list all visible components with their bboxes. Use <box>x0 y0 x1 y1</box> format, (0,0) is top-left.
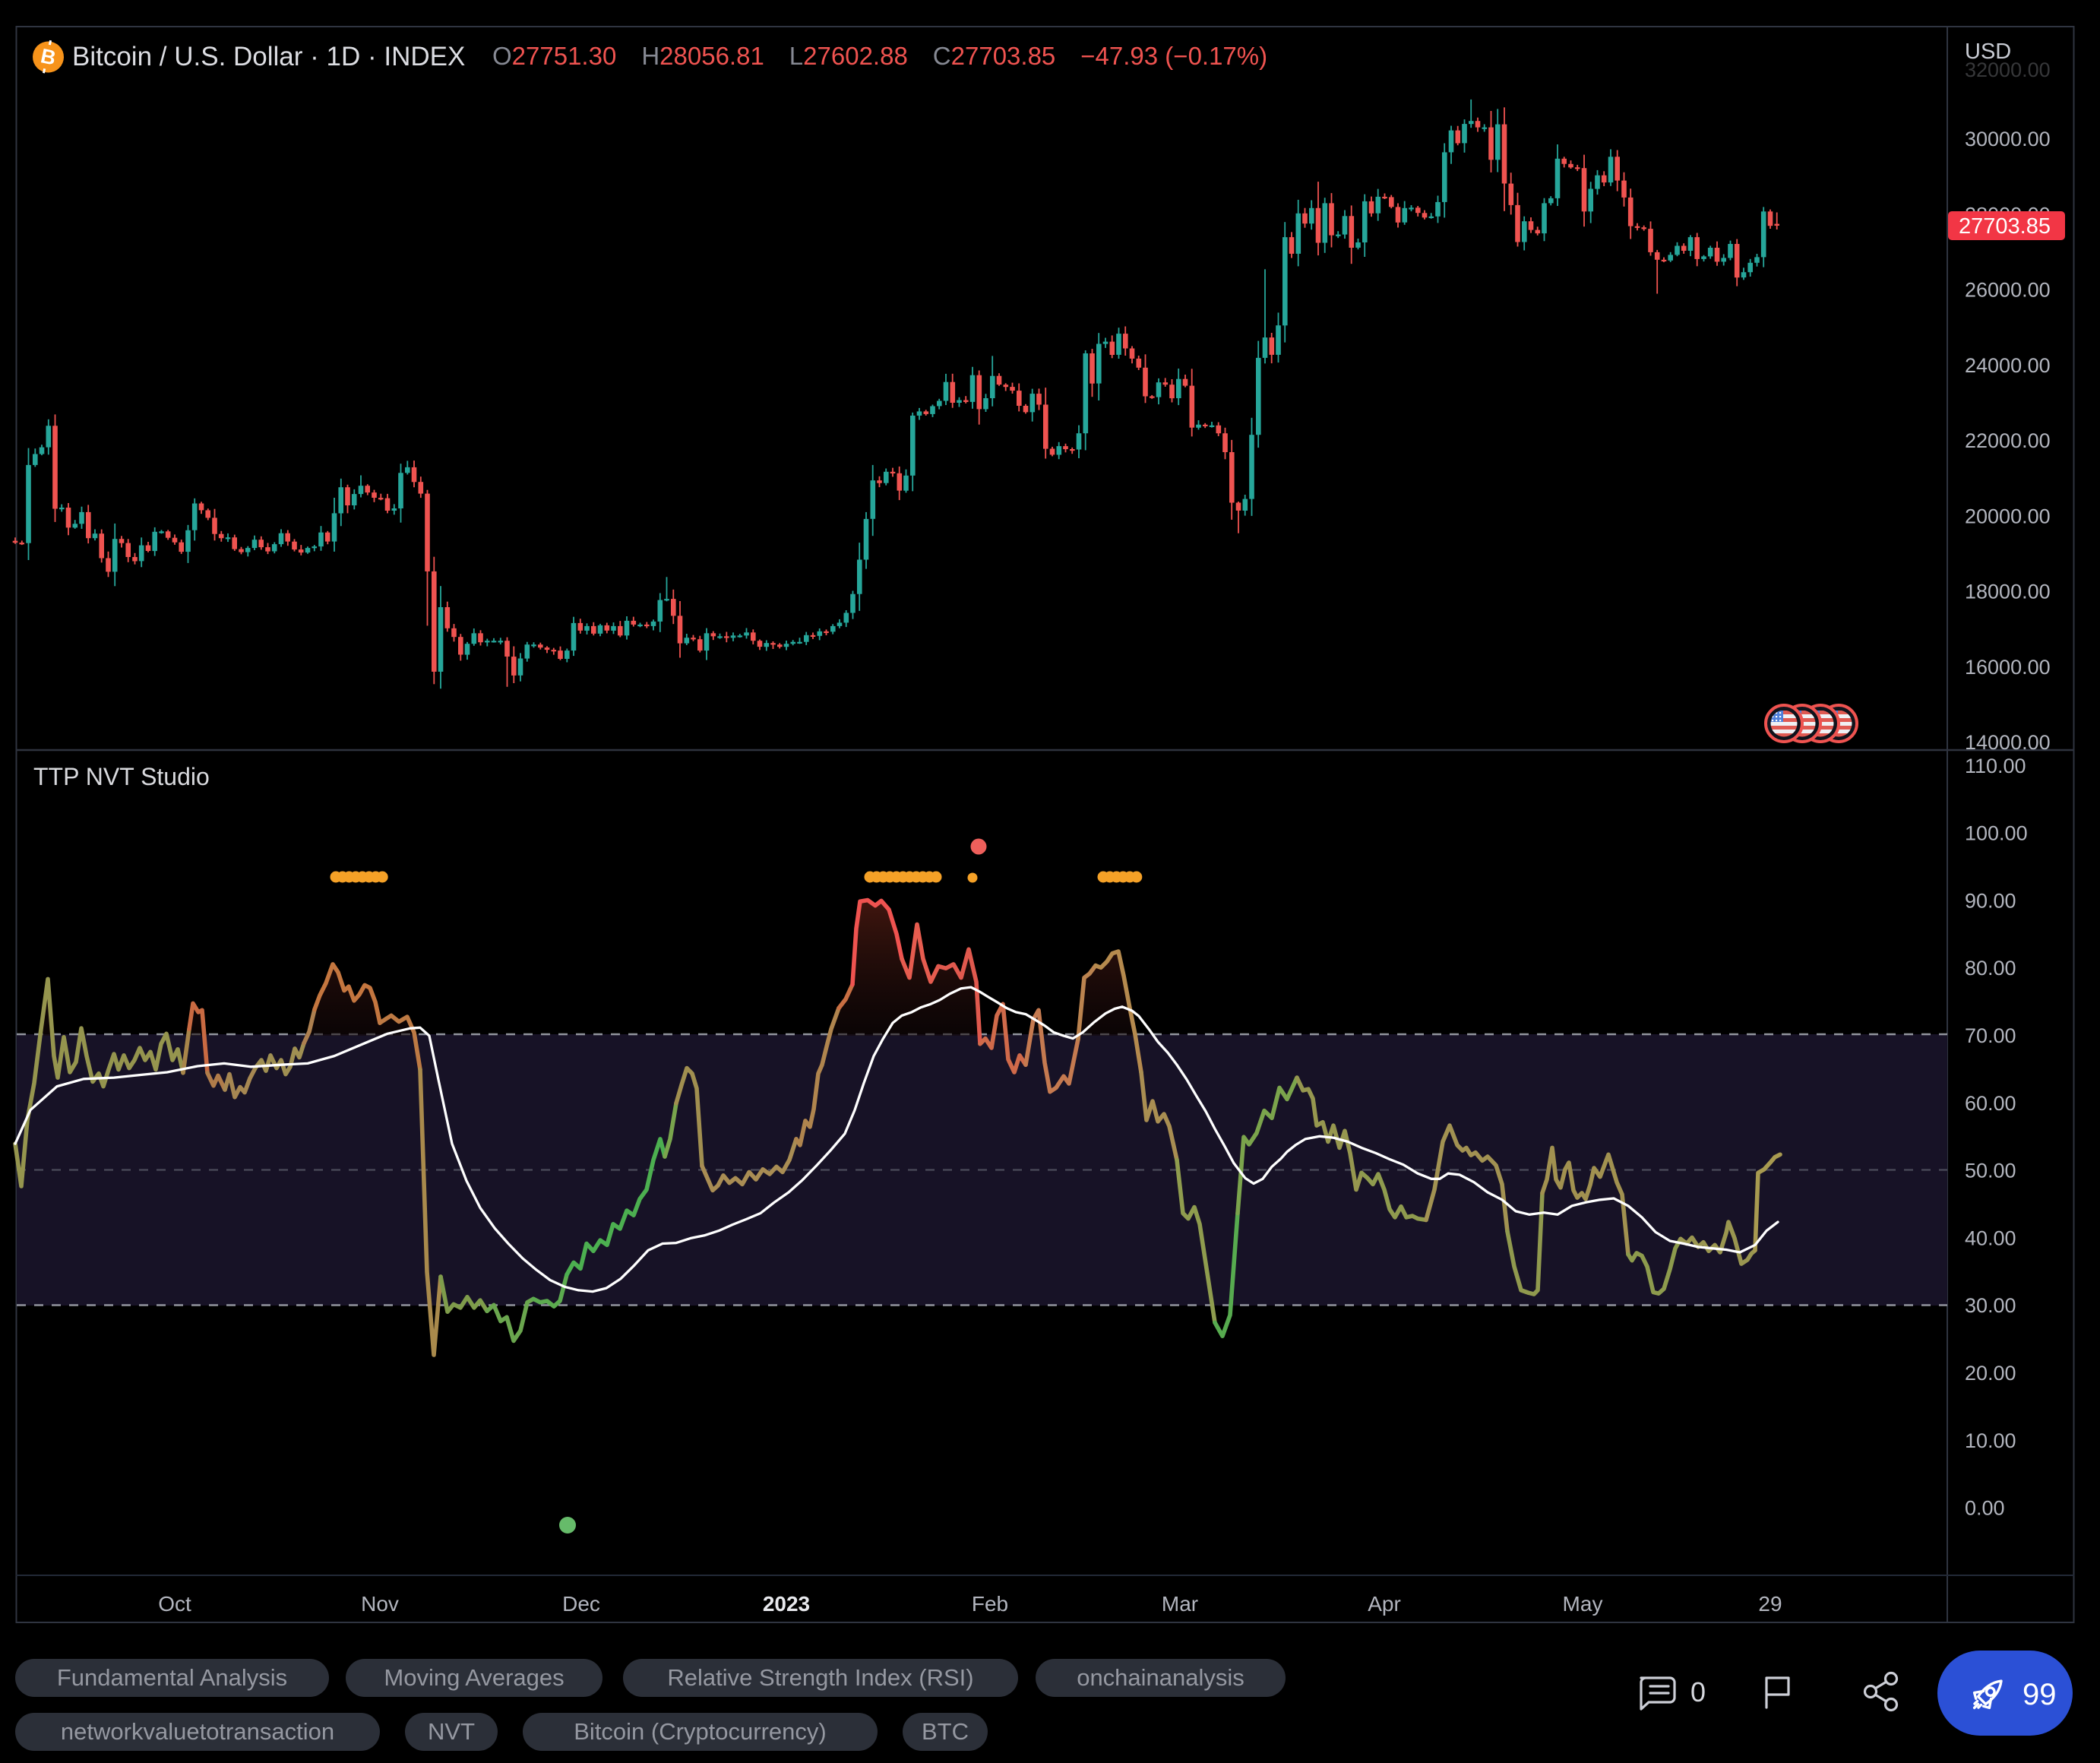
svg-text:20.00: 20.00 <box>1965 1362 2016 1385</box>
svg-text:Moving Averages: Moving Averages <box>384 1664 564 1691</box>
svg-text:Relative Strength Index (RSI): Relative Strength Index (RSI) <box>667 1664 973 1691</box>
svg-text:99: 99 <box>2023 1678 2057 1711</box>
svg-text:80.00: 80.00 <box>1965 957 2016 980</box>
svg-text:TTP NVT Studio: TTP NVT Studio <box>33 763 210 790</box>
svg-text:0: 0 <box>1690 1676 1706 1708</box>
svg-text:O27751.30 H28056.81 L27602.88: O27751.30 H28056.81 L27602.88 C27703.85 … <box>492 42 1267 70</box>
svg-text:40.00: 40.00 <box>1965 1227 2016 1249</box>
svg-text:50.00: 50.00 <box>1965 1160 2016 1182</box>
svg-text:0.00: 0.00 <box>1965 1497 2005 1520</box>
svg-text:Fundamental Analysis: Fundamental Analysis <box>57 1664 287 1691</box>
svg-text:onchainanalysis: onchainanalysis <box>1077 1664 1245 1691</box>
svg-text:29: 29 <box>1758 1592 1782 1616</box>
svg-text:Nov: Nov <box>361 1592 399 1616</box>
svg-text:Apr: Apr <box>1368 1592 1401 1616</box>
svg-text:Bitcoin / U.S. Dollar · 1D · I: Bitcoin / U.S. Dollar · 1D · INDEX <box>72 42 465 71</box>
svg-text:Bitcoin (Cryptocurrency): Bitcoin (Cryptocurrency) <box>574 1718 826 1745</box>
svg-text:90.00: 90.00 <box>1965 889 2016 912</box>
svg-text:20000.00: 20000.00 <box>1965 505 2051 527</box>
svg-text:Oct: Oct <box>158 1592 191 1616</box>
svg-text:24000.00: 24000.00 <box>1965 354 2051 377</box>
svg-text:Feb: Feb <box>972 1592 1008 1616</box>
svg-text:10.00: 10.00 <box>1965 1429 2016 1452</box>
svg-text:14000.00: 14000.00 <box>1965 731 2051 754</box>
svg-text:60.00: 60.00 <box>1965 1092 2016 1115</box>
svg-text:networkvaluetotransaction: networkvaluetotransaction <box>61 1718 334 1745</box>
svg-text:110.00: 110.00 <box>1965 755 2026 777</box>
svg-text:BTC: BTC <box>922 1718 969 1745</box>
svg-text:32000.00: 32000.00 <box>1965 59 2051 81</box>
svg-text:Dec: Dec <box>562 1592 600 1616</box>
svg-text:Mar: Mar <box>1162 1592 1198 1616</box>
svg-text:18000.00: 18000.00 <box>1965 581 2051 603</box>
svg-text:70.00: 70.00 <box>1965 1024 2016 1047</box>
svg-text:27703.85: 27703.85 <box>1959 214 2051 239</box>
svg-text:NVT: NVT <box>428 1718 475 1745</box>
svg-text:USD: USD <box>1965 40 2011 64</box>
svg-text:2023: 2023 <box>763 1592 810 1616</box>
svg-text:30000.00: 30000.00 <box>1965 128 2051 150</box>
svg-text:22000.00: 22000.00 <box>1965 429 2051 452</box>
svg-text:30.00: 30.00 <box>1965 1294 2016 1317</box>
svg-text:May: May <box>1563 1592 1603 1616</box>
svg-text:16000.00: 16000.00 <box>1965 656 2051 679</box>
svg-text:100.00: 100.00 <box>1965 822 2028 845</box>
svg-text:26000.00: 26000.00 <box>1965 279 2051 302</box>
